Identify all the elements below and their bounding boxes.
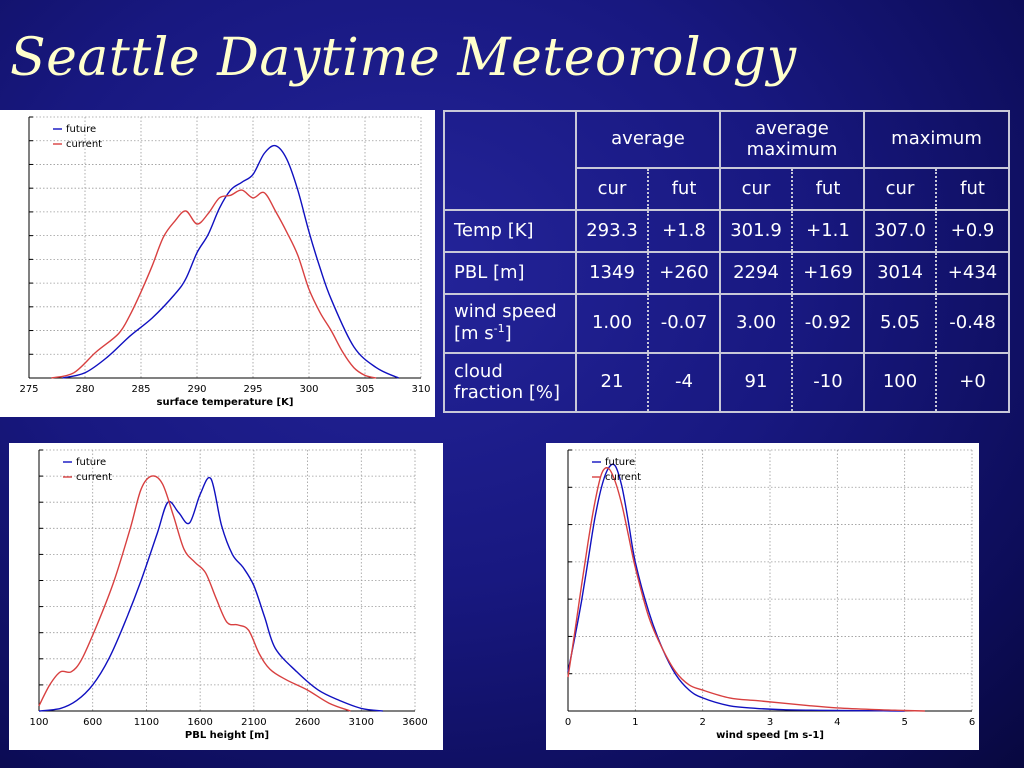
row-label: Temp [K] — [443, 209, 577, 253]
table-cell: 100 — [863, 352, 938, 413]
x-tick-label: 290 — [187, 384, 206, 395]
x-tick-label: 3100 — [349, 717, 374, 728]
x-tick-label: 2600 — [295, 717, 320, 728]
table-cell: +169 — [790, 251, 866, 295]
x-tick-label: 1100 — [134, 717, 159, 728]
row-label: wind speed [m s-1] — [443, 293, 577, 354]
x-tick-label: 3 — [767, 717, 773, 728]
table-row-wind-speed: wind speed [m s-1] 1.00 -0.07 3.00 -0.92… — [443, 293, 1011, 354]
x-tick-label: 0 — [565, 717, 571, 728]
meteorology-statistics-table: average average maximum maximum cur fut … — [443, 110, 1011, 413]
x-tick-label: 2 — [699, 717, 705, 728]
x-tick-label: 2100 — [241, 717, 266, 728]
table-cell: 307.0 — [863, 209, 938, 253]
group-header-average-maximum: average maximum — [718, 110, 866, 169]
row-label-suffix: ] — [504, 323, 512, 344]
table-cell: 21 — [575, 352, 649, 413]
table-row-temp: Temp [K] 293.3 +1.8 301.9 +1.1 307.0 +0.… — [443, 209, 1011, 253]
row-label-superscript: -1 — [493, 322, 505, 335]
table-cell: -0.92 — [790, 293, 866, 354]
x-tick-label: 295 — [243, 384, 262, 395]
table-row-cloud-fraction: cloud fraction [%] 21 -4 91 -10 100 +0 — [443, 352, 1011, 413]
table-cell: +0 — [935, 352, 1011, 413]
wind-speed-chart: 0 1 2 3 4 5 6 wind speed [m s-1] future current — [546, 443, 979, 750]
grid — [38, 449, 416, 712]
pbl-height-chart: 100 600 1100 1600 2100 2600 3100 3600 PBL height… — [9, 443, 443, 750]
table-cell: -0.48 — [935, 293, 1011, 354]
series-line-future — [62, 144, 399, 379]
group-header-average: average — [575, 110, 721, 169]
x-tick-label: 285 — [131, 384, 150, 395]
legend: future current — [63, 457, 112, 483]
x-tick-label: 4 — [834, 717, 840, 728]
legend-label-future: future — [76, 457, 106, 468]
table-cell: 293.3 — [575, 209, 649, 253]
table-cell: +260 — [647, 251, 721, 295]
table-cell: 2294 — [719, 251, 793, 295]
x-tick-label: 275 — [19, 384, 38, 395]
table-row-pbl: PBL [m] 1349 +260 2294 +169 3014 +434 — [443, 251, 1011, 295]
table-cell: +1.8 — [647, 209, 721, 253]
x-tick-label: 1 — [632, 717, 638, 728]
pbl-height-chart-svg: 100 600 1100 1600 2100 2600 3100 3600 PBL height… — [29, 449, 428, 741]
table-cell: 301.9 — [719, 209, 793, 253]
series-line-current — [567, 467, 925, 712]
x-tick-label: 305 — [355, 384, 374, 395]
x-tick-label: 3600 — [402, 717, 427, 728]
surface-temperature-chart-svg: 275 280 285 290 295 300 305 310 surface temperat… — [19, 116, 431, 408]
row-label: PBL [m] — [443, 251, 577, 295]
x-tick-label: 280 — [75, 384, 94, 395]
x-tick-label: 300 — [299, 384, 318, 395]
x-tick-label: 5 — [901, 717, 907, 728]
series-line-current — [51, 189, 377, 379]
slide-title: Seattle Daytime Meteorology — [10, 28, 797, 88]
table-corner-cell — [443, 110, 577, 211]
sub-header-cur: cur — [719, 167, 793, 211]
table-cell: 91 — [719, 352, 793, 413]
sub-header-cur: cur — [863, 167, 938, 211]
table-cell: 3.00 — [719, 293, 793, 354]
table-cell: +434 — [935, 251, 1011, 295]
table-cell: -4 — [647, 352, 721, 413]
series-line-future — [38, 476, 383, 712]
x-tick-label: 1600 — [187, 717, 212, 728]
table-cell: -0.07 — [647, 293, 721, 354]
wind-speed-chart-svg: 0 1 2 3 4 5 6 wind speed [m s-1] future current — [565, 449, 975, 741]
x-axis-label: PBL height [m] — [185, 730, 269, 741]
sub-header-fut: fut — [790, 167, 866, 211]
legend: future current — [592, 457, 641, 483]
x-tick-label: 6 — [969, 717, 975, 728]
group-header-maximum: maximum — [863, 110, 1011, 169]
table-cell: -10 — [790, 352, 866, 413]
x-tick-label: 600 — [83, 717, 102, 728]
sub-header-fut: fut — [647, 167, 721, 211]
table-cell: 1.00 — [575, 293, 649, 354]
legend-label-current: current — [76, 472, 112, 483]
legend-label-future: future — [605, 457, 635, 468]
legend-label-future: future — [66, 124, 96, 135]
series-line-future — [567, 463, 905, 712]
sub-header-fut: fut — [935, 167, 1011, 211]
surface-temperature-chart: 275 280 285 290 295 300 305 310 surface temperat… — [0, 110, 435, 417]
table-cell: 1349 — [575, 251, 649, 295]
series-line-current — [38, 475, 351, 712]
x-axis-label: wind speed [m s-1] — [716, 730, 824, 741]
table-cell: +1.1 — [790, 209, 866, 253]
legend: future current — [53, 124, 102, 150]
table-cell: 5.05 — [863, 293, 938, 354]
legend-label-current: current — [66, 139, 102, 150]
x-tick-label: 100 — [29, 717, 48, 728]
legend-label-current: current — [605, 472, 641, 483]
table-cell: 3014 — [863, 251, 938, 295]
grid — [567, 449, 973, 712]
row-label: cloud fraction [%] — [443, 352, 577, 413]
x-tick-label: 310 — [411, 384, 430, 395]
table-cell: +0.9 — [935, 209, 1011, 253]
sub-header-cur: cur — [575, 167, 649, 211]
x-axis-label: surface temperature [K] — [157, 397, 294, 408]
grid — [28, 116, 422, 379]
row-label-text: wind speed [m s — [454, 301, 557, 344]
